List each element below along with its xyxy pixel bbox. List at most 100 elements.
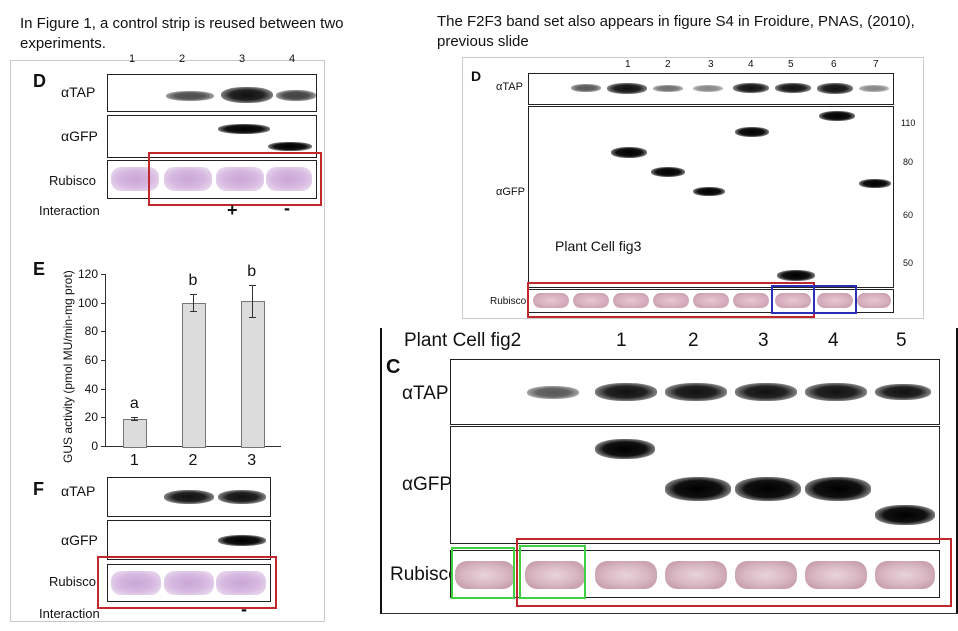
rubisco-band (216, 167, 264, 191)
significance-letter: b (188, 272, 198, 290)
rubisco-band (875, 561, 935, 589)
blot-band (221, 87, 273, 103)
significance-letter: b (247, 263, 257, 281)
left-figure: D 1 2 3 4 αTAP αGFP Rubisco Interaction … (10, 53, 325, 622)
rubisco-band (164, 571, 214, 595)
mw-marker: 110 (901, 118, 916, 128)
tap-blot-strip (107, 477, 271, 517)
lane-number: 5 (896, 330, 907, 351)
y-axis-line (105, 274, 106, 446)
significance-letter: a (129, 395, 139, 413)
lane-number: 3 (758, 330, 769, 351)
blot-band (164, 490, 214, 504)
rubisco-band (775, 293, 811, 308)
rubisco-strip (450, 550, 940, 598)
y-tick-label: 0 (91, 439, 98, 453)
y-tick-mark (101, 388, 105, 390)
fig2-letter: C (386, 356, 401, 378)
blot-band (665, 477, 731, 501)
y-tick-label: 60 (84, 353, 98, 367)
rubisco-band (266, 167, 312, 191)
row-label-gfp: αGFP (496, 186, 525, 198)
error-bar (251, 285, 253, 317)
rubisco-strip (107, 160, 317, 199)
blot-band (805, 477, 871, 501)
blot-band (268, 142, 312, 151)
rubisco-band (733, 293, 769, 308)
row-label-rubisco: Rubisco (490, 296, 527, 307)
rubisco-band (817, 293, 853, 308)
lane-number: 4 (828, 330, 839, 351)
tap-blot-strip (107, 74, 317, 112)
error-bar (134, 417, 136, 421)
interaction-minus: - (284, 198, 290, 218)
panel-f-letter: F (33, 479, 44, 499)
rubisco-band (693, 293, 729, 308)
row-label-rubisco: Rubisco (49, 574, 96, 589)
rubisco-band (857, 293, 891, 308)
fig3-letter: D (471, 68, 482, 84)
interaction-plus: + (227, 200, 238, 220)
y-tick-label: 20 (84, 410, 98, 425)
blot-band (595, 383, 657, 401)
lane-number: 1 (616, 330, 627, 351)
tap-blot-strip (528, 73, 894, 105)
rubisco-band (805, 561, 867, 589)
y-tick-label: 100 (77, 295, 98, 310)
blot-band (733, 83, 769, 93)
gfp-blot-strip (450, 426, 940, 544)
x-tick-label: 1 (129, 452, 139, 469)
blot-band (875, 384, 931, 400)
highlight-red-box (97, 556, 277, 609)
fig2-panel: Plant Cell fig2 C 1 2 3 4 5 αTAP αGFP Ru… (380, 328, 958, 614)
row-label-interaction: Interaction (39, 203, 100, 218)
blot-band (653, 85, 683, 92)
highlight-red-box (148, 152, 322, 206)
blot-band (595, 439, 655, 459)
blot-band (607, 83, 647, 94)
error-bar-cap (190, 294, 197, 296)
row-label-tap: αTAP (61, 84, 96, 100)
y-tick-mark (101, 302, 105, 304)
lane-number: 4 (289, 53, 296, 65)
lane-number: 2 (665, 59, 671, 70)
gfp-blot-strip (528, 106, 894, 288)
blot-band (693, 85, 723, 92)
blot-band (875, 505, 935, 525)
blot-band (218, 124, 270, 134)
highlight-blue-box (771, 285, 815, 314)
blot-band (859, 85, 889, 92)
lane-number: 2 (179, 53, 186, 65)
tap-blot-strip (450, 359, 940, 425)
rubisco-band (455, 561, 515, 589)
blot-band (611, 147, 647, 158)
highlight-green-box (519, 545, 586, 599)
error-bar-cap (190, 311, 197, 313)
y-tick-mark (101, 274, 105, 275)
lane-number: 3 (239, 53, 246, 65)
blot-band (276, 90, 316, 101)
error-bar-cap (248, 285, 256, 287)
mw-marker: 60 (903, 210, 914, 220)
chart-bar (240, 301, 265, 448)
fig2-title: Plant Cell fig2 (404, 330, 522, 351)
rubisco-band (525, 561, 585, 589)
blot-band (735, 477, 801, 501)
fig3-panel: D 1 2 3 4 5 6 7 αTAP αGFP 110 80 60 50 P… (462, 57, 924, 319)
caption-left: In Figure 1, a control strip is reused b… (20, 15, 344, 52)
row-label-tap: αTAP (402, 383, 449, 404)
x-tick-label: 3 (247, 452, 257, 469)
blot-band (775, 83, 811, 93)
blot-band (651, 167, 685, 177)
mw-marker: 80 (903, 157, 914, 167)
rubisco-strip (107, 564, 271, 602)
lane-number: 4 (748, 59, 754, 70)
lane-number: 3 (708, 59, 714, 70)
y-tick-mark (101, 331, 105, 333)
lane-number: 6 (831, 59, 837, 70)
rubisco-band (111, 571, 161, 595)
y-tick-label: 120 (77, 267, 98, 281)
blot-band (777, 270, 815, 281)
blot-band (735, 383, 797, 401)
error-bar-cap (248, 317, 256, 318)
